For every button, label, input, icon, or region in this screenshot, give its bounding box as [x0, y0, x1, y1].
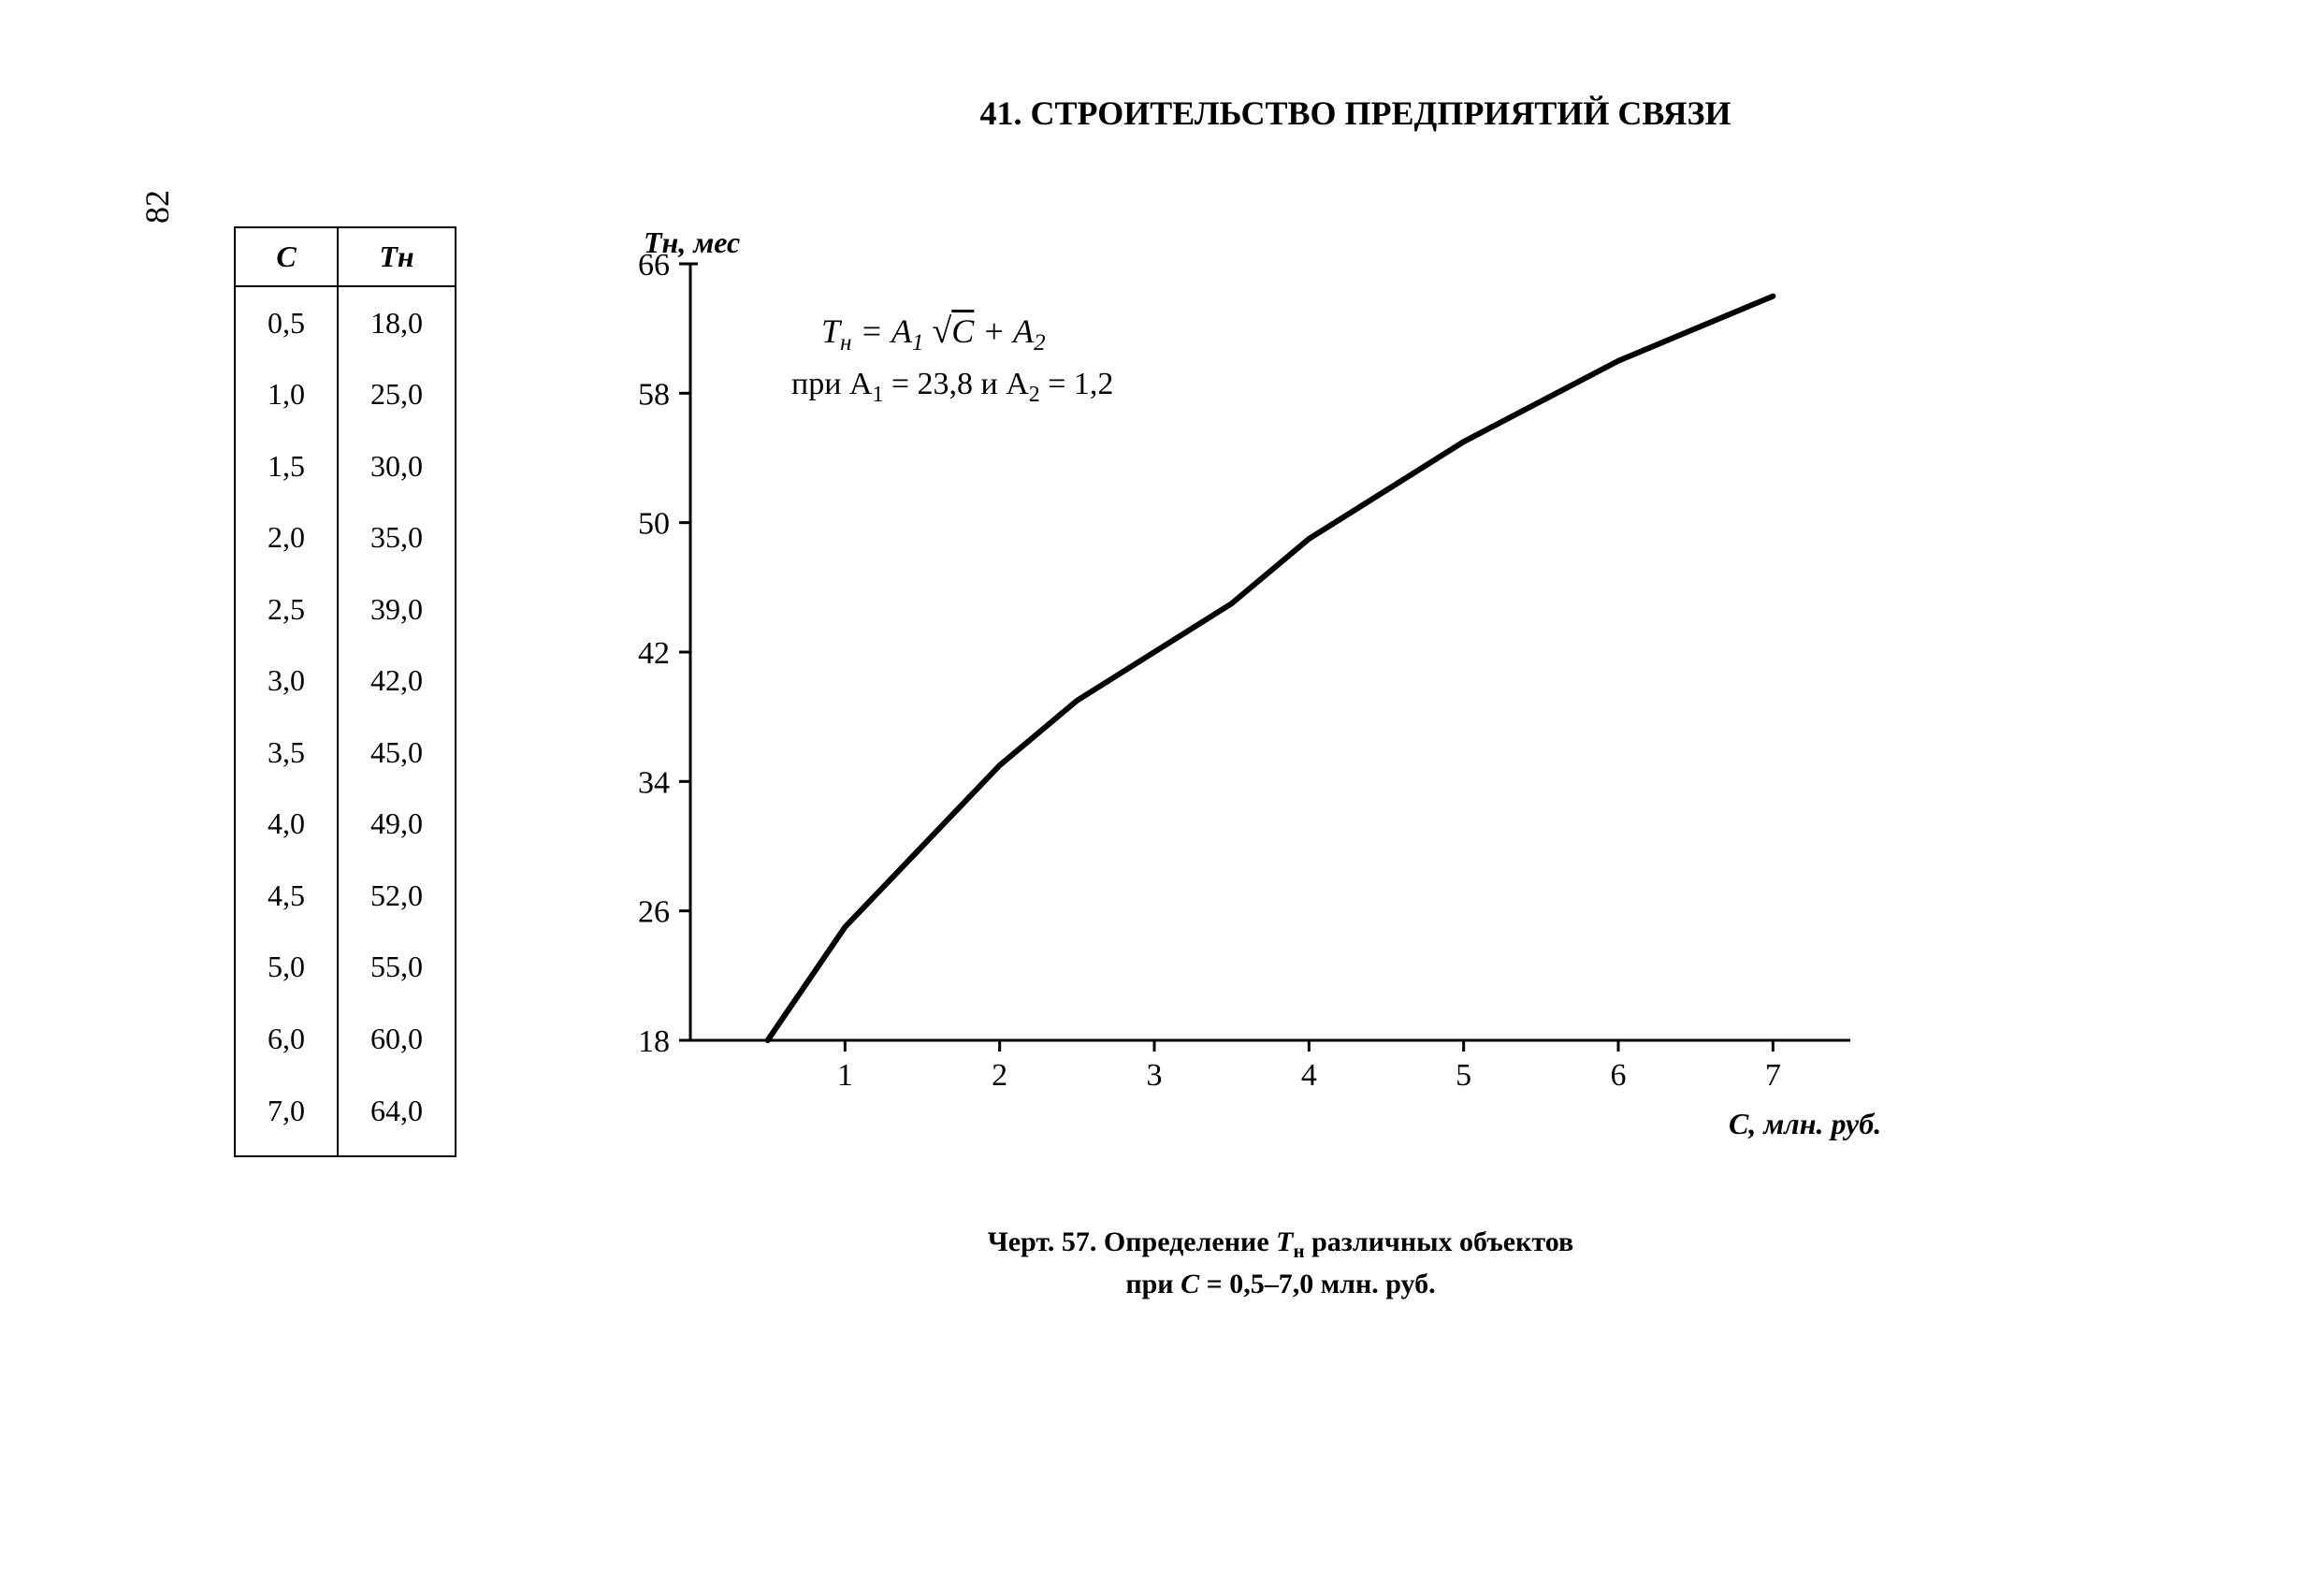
- table-cell: 39,0: [338, 573, 456, 645]
- svg-text:6: 6: [1611, 1058, 1627, 1093]
- page-number: 82: [138, 190, 177, 224]
- table-row: 2,539,0: [235, 573, 456, 645]
- chart-formula-line2: при A1 = 23,8 и A2 = 1,2: [791, 367, 1113, 408]
- data-table: C Tн 0,518,01,025,01,530,02,035,02,539,0…: [234, 226, 456, 1157]
- table-cell: 1,5: [235, 430, 338, 501]
- svg-text:58: 58: [638, 377, 670, 412]
- table-cell: 45,0: [338, 717, 456, 788]
- table-row: 3,545,0: [235, 717, 456, 788]
- table-row: 0,518,0: [235, 286, 456, 359]
- table-cell: 5,0: [235, 931, 338, 1002]
- table-cell: 0,5: [235, 286, 338, 359]
- table-row: 1,530,0: [235, 430, 456, 501]
- table-cell: 60,0: [338, 1003, 456, 1074]
- table-header-c: C: [235, 227, 338, 286]
- svg-text:1: 1: [837, 1058, 853, 1093]
- chart-svg: 182634425058661234567Tн, месС, млн. руб.: [569, 226, 1906, 1153]
- table-cell: 4,0: [235, 788, 338, 859]
- content-row: C Tн 0,518,01,025,01,530,02,035,02,539,0…: [234, 226, 2243, 1157]
- table-cell: 25,0: [338, 359, 456, 430]
- table-cell: 2,0: [235, 502, 338, 573]
- table-cell: 7,0: [235, 1074, 338, 1156]
- table-row: 4,049,0: [235, 788, 456, 859]
- table-header-tn: Tн: [338, 227, 456, 286]
- table-row: 7,064,0: [235, 1074, 456, 1156]
- table-cell: 35,0: [338, 502, 456, 573]
- table-cell: 4,5: [235, 860, 338, 931]
- table-row: 1,025,0: [235, 359, 456, 430]
- svg-text:26: 26: [638, 895, 670, 930]
- table-cell: 42,0: [338, 646, 456, 717]
- table-row: 6,060,0: [235, 1003, 456, 1074]
- table-cell: 18,0: [338, 286, 456, 359]
- svg-text:Tн, мес: Tн, мес: [644, 226, 740, 259]
- table-cell: 3,5: [235, 717, 338, 788]
- table-cell: 52,0: [338, 860, 456, 931]
- svg-text:5: 5: [1456, 1058, 1471, 1093]
- chart-area: 182634425058661234567Tн, месС, млн. руб.…: [569, 226, 1906, 1157]
- chart-formula-line1: Tн = A1 √C + A2: [821, 311, 1046, 356]
- table-cell: 6,0: [235, 1003, 338, 1074]
- svg-text:42: 42: [638, 636, 670, 671]
- table-cell: 3,0: [235, 646, 338, 717]
- svg-text:18: 18: [638, 1024, 670, 1059]
- table-cell: 30,0: [338, 430, 456, 501]
- svg-text:34: 34: [638, 765, 670, 800]
- table-cell: 64,0: [338, 1074, 456, 1156]
- svg-text:С, млн. руб.: С, млн. руб.: [1729, 1107, 1881, 1140]
- table-row: 4,552,0: [235, 860, 456, 931]
- table-row: 5,055,0: [235, 931, 456, 1002]
- section-header: 41. СТРОИТЕЛЬСТВО ПРЕДПРИЯТИЙ СВЯЗИ: [468, 94, 2243, 133]
- svg-text:3: 3: [1147, 1058, 1163, 1093]
- table-cell: 2,5: [235, 573, 338, 645]
- figure-caption: Черт. 57. Определение Tн различных объек…: [318, 1223, 2243, 1304]
- table-row: 2,035,0: [235, 502, 456, 573]
- svg-text:4: 4: [1301, 1058, 1317, 1093]
- svg-text:2: 2: [992, 1058, 1007, 1093]
- table-cell: 1,0: [235, 359, 338, 430]
- svg-text:7: 7: [1765, 1058, 1781, 1093]
- table-row: 3,042,0: [235, 646, 456, 717]
- svg-text:50: 50: [638, 507, 670, 542]
- table-cell: 49,0: [338, 788, 456, 859]
- table-cell: 55,0: [338, 931, 456, 1002]
